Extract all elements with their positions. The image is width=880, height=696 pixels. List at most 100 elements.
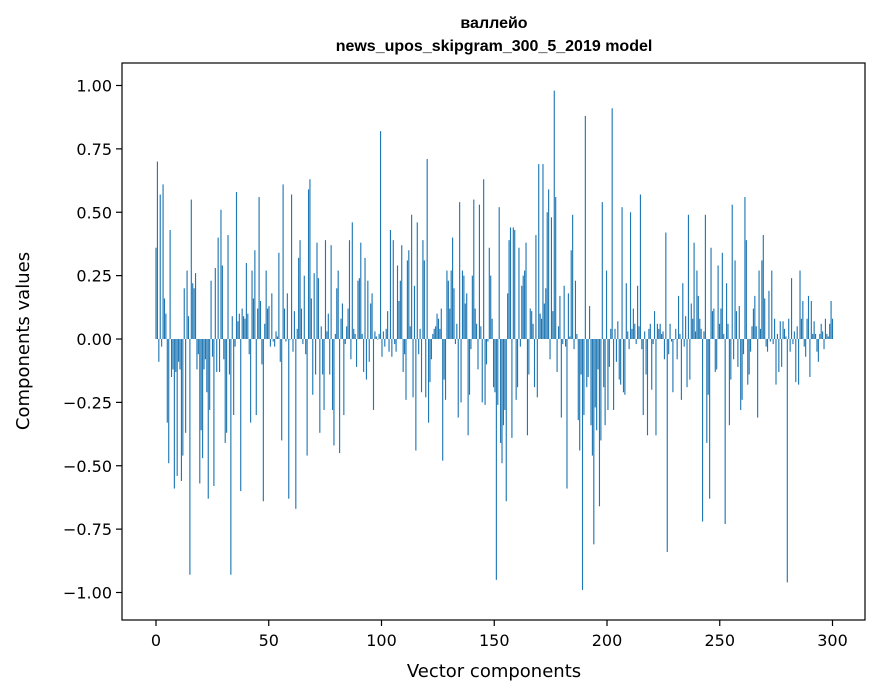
bar-1 xyxy=(156,161,158,339)
x-axis-ticks: 0 50 100 150 200 250 300 xyxy=(151,620,848,650)
bar-433 xyxy=(766,339,769,352)
bar-469 xyxy=(817,339,819,362)
bar-399 xyxy=(718,323,721,339)
bar-318 xyxy=(604,339,606,426)
bar-451 xyxy=(792,339,794,345)
bar-113 xyxy=(315,339,317,375)
bar-280 xyxy=(550,217,553,339)
bar-67 xyxy=(250,339,252,423)
bar-2 xyxy=(158,339,160,362)
bar-470 xyxy=(819,333,821,339)
bar-417 xyxy=(744,197,746,339)
bar-415 xyxy=(741,339,743,400)
bar-283 xyxy=(555,197,557,339)
bar-474 xyxy=(824,318,826,339)
bar-421 xyxy=(750,339,752,352)
bar-479 xyxy=(831,318,834,339)
bar-215 xyxy=(459,202,461,339)
bar-152 xyxy=(370,303,372,339)
bar-72 xyxy=(257,308,259,339)
bar-133 xyxy=(343,339,345,416)
bar-124 xyxy=(330,245,332,339)
bar-377 xyxy=(687,214,690,339)
bar-457 xyxy=(800,318,802,339)
bar-121 xyxy=(326,331,328,339)
bar-231 xyxy=(481,339,483,403)
bar-159 xyxy=(379,131,382,339)
bar-290 xyxy=(565,339,567,347)
bar-448 xyxy=(788,318,790,339)
bar-260 xyxy=(522,275,524,340)
bar-123 xyxy=(329,339,331,375)
bar-61 xyxy=(241,308,243,339)
bar-128 xyxy=(336,288,338,339)
bar-118 xyxy=(322,339,324,375)
bar-292 xyxy=(567,293,569,339)
bar-88 xyxy=(279,339,281,362)
bar-206 xyxy=(446,270,448,339)
bar-309 xyxy=(591,339,593,456)
bar-267 xyxy=(532,323,534,339)
chart-subtitle: news_upos_skipgram_300_5_2019 model xyxy=(336,38,653,55)
bar-111 xyxy=(312,339,314,395)
bar-179 xyxy=(408,250,410,339)
bar-477 xyxy=(829,323,831,339)
bar-392 xyxy=(709,339,711,499)
y-tick-label: −0.75 xyxy=(63,520,112,539)
bar-203 xyxy=(442,339,444,461)
bar-175 xyxy=(402,339,404,372)
bar-169 xyxy=(394,339,396,345)
bar-367 xyxy=(673,339,675,340)
bar-366 xyxy=(672,339,674,393)
bar-54 xyxy=(231,316,233,339)
bar-199 xyxy=(436,313,438,339)
bar-63 xyxy=(244,318,246,339)
bar-26 xyxy=(192,283,194,339)
bar-218 xyxy=(463,275,465,340)
bar-466 xyxy=(813,321,815,339)
bar-475 xyxy=(826,333,828,339)
bar-473 xyxy=(823,339,825,350)
bar-193 xyxy=(428,339,430,423)
bar-209 xyxy=(450,270,452,339)
bar-375 xyxy=(685,316,687,339)
bar-207 xyxy=(447,280,449,339)
bar-338 xyxy=(632,308,634,339)
bar-253 xyxy=(512,227,514,339)
bar-241 xyxy=(495,339,497,580)
bar-130 xyxy=(339,339,341,454)
bar-266 xyxy=(531,311,533,339)
bar-402 xyxy=(723,333,725,339)
bar-299 xyxy=(577,339,579,421)
bar-178 xyxy=(406,260,408,339)
bar-23 xyxy=(187,316,190,339)
bar-216 xyxy=(460,339,462,403)
bar-364 xyxy=(669,323,671,339)
bar-236 xyxy=(488,247,490,339)
bar-98 xyxy=(293,311,295,339)
bar-428 xyxy=(759,328,762,339)
bar-381 xyxy=(693,242,695,339)
bar-144 xyxy=(358,278,360,339)
bar-35 xyxy=(204,339,206,360)
bar-365 xyxy=(670,339,673,342)
bar-462 xyxy=(807,295,810,339)
bar-382 xyxy=(694,331,697,339)
bar-217 xyxy=(461,270,464,339)
bar-93 xyxy=(286,293,288,339)
bar-282 xyxy=(553,90,555,339)
bar-48 xyxy=(223,339,225,360)
bar-227 xyxy=(476,323,478,339)
bar-51 xyxy=(227,235,229,339)
bar-226 xyxy=(474,308,476,339)
bar-385 xyxy=(699,318,701,339)
bar-200 xyxy=(437,318,440,339)
bar-446 xyxy=(785,336,787,339)
bar-378 xyxy=(689,339,691,380)
bar-103 xyxy=(300,308,303,339)
bar-56 xyxy=(234,339,236,347)
bar-194 xyxy=(429,339,431,383)
bar-443 xyxy=(781,339,783,367)
bar-285 xyxy=(557,326,560,339)
bar-442 xyxy=(779,321,781,339)
